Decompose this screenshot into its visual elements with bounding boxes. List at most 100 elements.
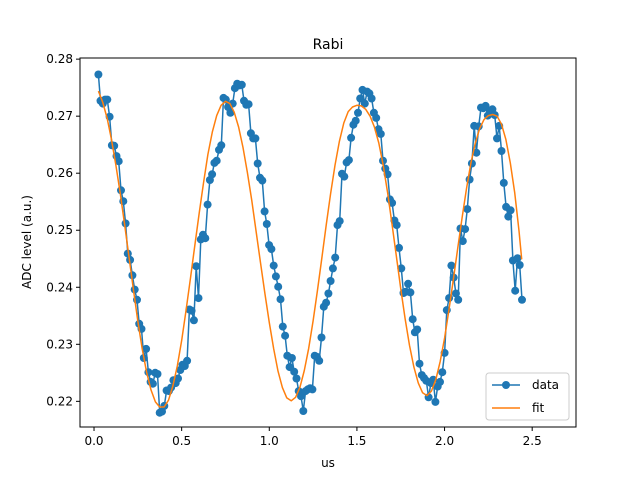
data-point [376, 129, 385, 138]
data-point [189, 316, 198, 325]
data-point [260, 207, 269, 216]
data-point [94, 70, 103, 79]
legend-data-label: data [532, 378, 559, 392]
data-point [187, 306, 196, 315]
data-point [123, 249, 132, 258]
data-point [292, 374, 301, 383]
data-point [117, 186, 125, 195]
data-point [493, 134, 501, 143]
data-point [308, 385, 317, 394]
data-point [340, 172, 349, 181]
data-point [472, 148, 481, 157]
y-tick-label: 0.23 [46, 337, 73, 351]
data-point [278, 322, 287, 331]
y-axis-ticks: 0.22 0.23 0.24 0.25 0.26 0.27 0.28 [46, 52, 80, 408]
y-tick-label: 0.26 [46, 166, 73, 180]
data-point [326, 277, 335, 285]
data-point [317, 333, 326, 342]
data-point [217, 141, 226, 150]
data-point [392, 221, 401, 230]
plot-area [80, 58, 576, 427]
legend-data-marker [502, 381, 510, 389]
data-point [497, 147, 506, 155]
data-point [267, 245, 276, 254]
data-point [128, 271, 137, 280]
data-point [148, 379, 157, 388]
data-point [431, 397, 440, 406]
data-point [481, 101, 490, 110]
data-point [504, 212, 513, 221]
x-tick-label: 0.0 [84, 434, 103, 448]
data-point [114, 157, 123, 166]
data-point [436, 377, 444, 386]
data-point [212, 156, 221, 165]
data-point [447, 261, 456, 270]
data-point [408, 315, 417, 324]
data-point [451, 289, 460, 298]
data-point [258, 176, 267, 185]
data-point [251, 134, 260, 143]
y-tick-label: 0.28 [46, 52, 73, 66]
data-point [347, 133, 356, 142]
data-point [226, 108, 235, 117]
data-point [404, 279, 413, 288]
chart-title: Rabi [313, 37, 344, 53]
data-point [465, 175, 474, 184]
data-point [271, 272, 280, 281]
data-point [276, 295, 285, 304]
data-point [324, 289, 333, 298]
legend: data fit [485, 372, 570, 421]
data-point [438, 368, 447, 377]
data-point [274, 282, 283, 291]
x-tick-label: 2.5 [523, 434, 542, 448]
data-point [372, 113, 381, 122]
data-point [499, 178, 508, 187]
data-point [262, 220, 271, 228]
data-point [203, 200, 212, 209]
data-point [506, 206, 515, 215]
data-point [328, 264, 337, 273]
data-point [183, 356, 192, 365]
data-point [221, 95, 230, 104]
x-tick-label: 0.5 [172, 434, 191, 448]
data-point [461, 225, 470, 234]
data-point [511, 286, 520, 295]
data-point [445, 294, 454, 303]
data-point [287, 354, 296, 362]
data-point [253, 159, 262, 168]
data-point [103, 95, 112, 104]
data-point [322, 298, 331, 307]
data-point [406, 288, 415, 297]
x-tick-label: 1.0 [260, 434, 279, 448]
data-point [194, 294, 203, 303]
x-tick-label: 2.0 [435, 434, 454, 448]
data-point [290, 367, 299, 376]
data-point [463, 205, 472, 214]
data-point [367, 94, 376, 103]
data-point [351, 116, 360, 125]
data-point [395, 243, 403, 252]
data-point [356, 94, 365, 103]
data-point [174, 374, 182, 383]
data-point [513, 254, 522, 263]
data-point [518, 295, 526, 304]
fit-series [97, 90, 523, 408]
data-point [281, 331, 290, 340]
data-point [153, 370, 162, 378]
x-axis-ticks: 0.0 0.5 1.0 1.5 2.0 2.5 [84, 427, 542, 448]
data-point [331, 253, 340, 262]
data-point [354, 108, 362, 117]
legend-fit-label: fit [532, 401, 545, 415]
data-point [192, 262, 201, 271]
data-point [458, 237, 467, 246]
data-point [515, 261, 524, 269]
y-tick-label: 0.27 [46, 109, 73, 123]
data-point [315, 356, 324, 365]
data-point [244, 100, 253, 109]
data-point [237, 80, 246, 89]
plot-frame [79, 57, 577, 428]
data-point [201, 234, 210, 243]
data-point [397, 264, 406, 273]
y-axis-title: ADC level (a.u.) [20, 195, 34, 289]
data-point [454, 295, 463, 304]
